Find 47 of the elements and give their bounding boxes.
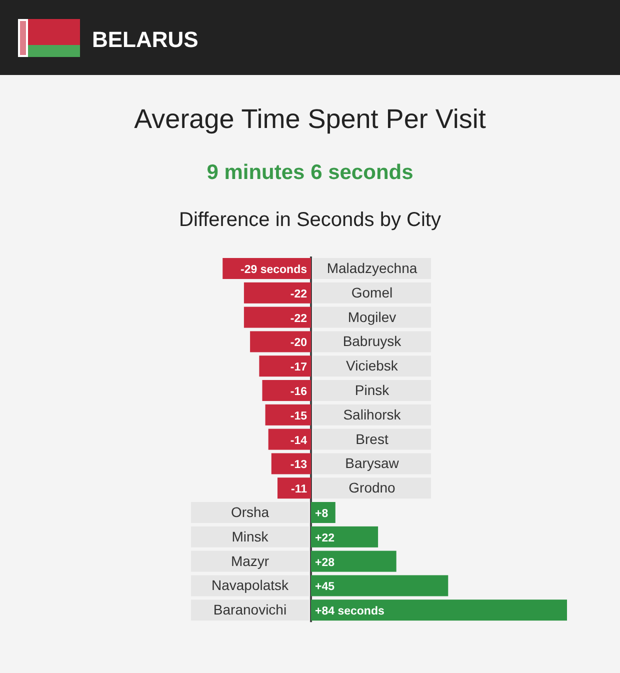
data-label: -17 xyxy=(290,362,307,374)
data-label: -11 xyxy=(291,484,308,496)
y-tick-label: Pinsk xyxy=(354,382,390,398)
bar xyxy=(271,453,311,474)
data-label: +45 xyxy=(315,581,336,594)
bar xyxy=(244,282,311,304)
bar xyxy=(311,550,396,572)
y-tick-label: Baranovichi xyxy=(213,602,287,618)
y-tick-label: Babruysk xyxy=(342,333,402,350)
y-tick-label: Viciebsk xyxy=(346,358,399,374)
y-tick-label: Brest xyxy=(356,430,388,447)
data-label: +84 seconds xyxy=(315,606,384,618)
bar xyxy=(277,478,311,499)
y-tick-label: Mazyr xyxy=(230,552,270,569)
y-tick-label: Gomel xyxy=(351,284,393,300)
data-label: +8 xyxy=(315,508,329,520)
bar xyxy=(311,600,567,621)
bar xyxy=(262,380,311,401)
data-label: -15 xyxy=(290,410,308,422)
data-label: -29 seconds xyxy=(240,264,307,276)
chart-subtitle: 9 minutes 6 seconds xyxy=(206,161,414,184)
y-tick-label: Navapolatsk xyxy=(211,577,290,594)
y-tick-label: Orsha xyxy=(230,504,270,520)
bar xyxy=(265,404,311,426)
bar xyxy=(259,356,311,377)
y-tick-label: Salihorsk xyxy=(343,406,402,422)
bar xyxy=(268,428,311,450)
data-label: +22 xyxy=(315,532,335,544)
data-label: -22 xyxy=(290,288,307,300)
data-label: -13 xyxy=(290,459,307,472)
text: BELARUS xyxy=(92,27,198,52)
data-label: +28 xyxy=(315,556,336,569)
chart-title: Average Time Spent Per Visit xyxy=(134,104,486,134)
y-tick-label: Maladzyechna xyxy=(326,260,418,276)
bar xyxy=(311,526,378,548)
data-label: -14 xyxy=(290,434,308,447)
data-label: -16 xyxy=(290,386,307,398)
bar xyxy=(311,575,448,596)
y-tick-label: Grodno xyxy=(348,480,396,496)
bar xyxy=(244,306,311,328)
data-label: -20 xyxy=(290,337,307,350)
text: Difference in Seconds by City xyxy=(179,209,441,231)
y-tick-label: Mogilev xyxy=(348,308,396,325)
bar xyxy=(250,331,311,352)
data-label: -22 xyxy=(290,312,307,325)
y-tick-label: Minsk xyxy=(232,528,270,544)
y-tick-label: Barysaw xyxy=(345,455,400,472)
